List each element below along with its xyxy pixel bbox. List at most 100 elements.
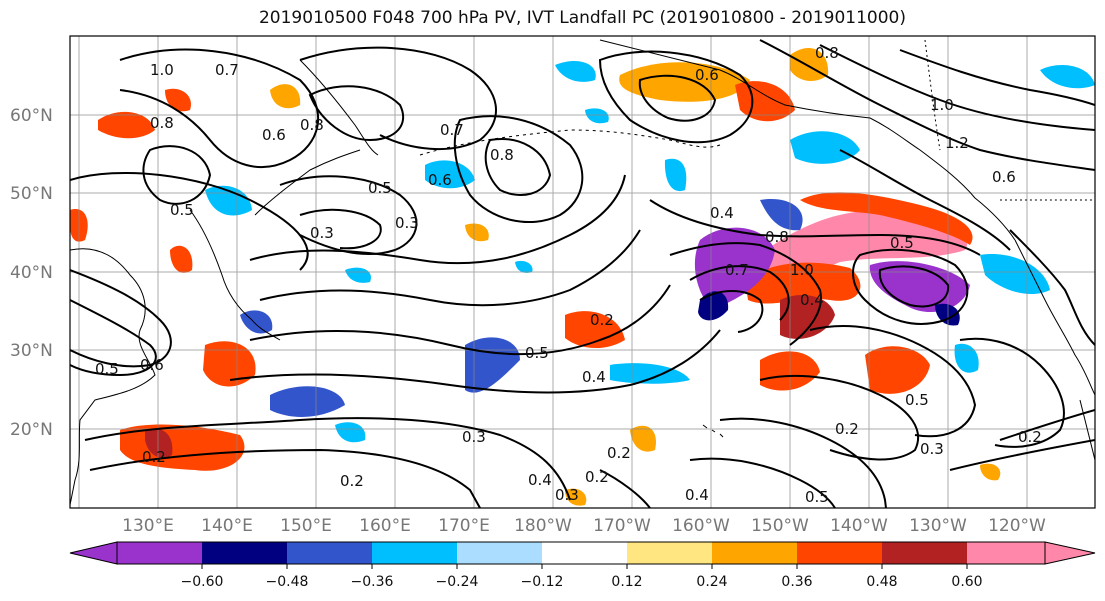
- lat-label: 20°N: [10, 420, 53, 440]
- colorbar-swatch: [372, 542, 457, 564]
- orange-anomaly-tiny1: [465, 223, 489, 242]
- pv-contour: [852, 248, 969, 325]
- pv-contour: [484, 138, 552, 196]
- pv-contour: [142, 145, 212, 205]
- contour-label: 0.4: [800, 291, 824, 309]
- contour-label: 0.5: [805, 488, 829, 506]
- pv-contour: [649, 199, 981, 256]
- contour-label: 0.7: [725, 261, 749, 279]
- contour-label: 1.0: [930, 96, 954, 114]
- contour-label: 0.6: [428, 171, 452, 189]
- contour-label: 0.4: [685, 486, 709, 504]
- contour-label: 0.2: [607, 444, 631, 462]
- contour-label: 0.7: [440, 121, 464, 139]
- lon-label: 130°E: [122, 516, 174, 536]
- contour-label: 0.8: [150, 114, 174, 132]
- contour-label: 1.0: [150, 61, 174, 79]
- north-america-west-coast: [1014, 239, 1095, 396]
- contour-label: 0.6: [140, 356, 164, 374]
- pv-contour: [89, 448, 481, 508]
- colorbar-tick-label: −0.48: [266, 574, 309, 590]
- pv-contour: [249, 284, 671, 356]
- contour-label: 0.5: [905, 391, 929, 409]
- contour-label: 1.0: [790, 261, 814, 279]
- orange-anomaly-kamchatka: [270, 84, 301, 109]
- pv-contour: [70, 269, 172, 368]
- blue-anomaly-subtrop2: [335, 422, 366, 443]
- colorbar-swatch: [967, 542, 1045, 564]
- pv-contour: [119, 48, 319, 169]
- colorbar: −0.60 −0.48 −0.36 −0.24 −0.12 0.12 0.24 …: [69, 541, 1096, 590]
- colorbar-frame: [116, 541, 1046, 565]
- colorbar-arrow-right: [1044, 541, 1096, 565]
- pv-contour: [669, 242, 822, 346]
- pv-contour: [689, 457, 836, 508]
- pink-anomaly-core: [760, 210, 968, 280]
- pv-contour: [229, 329, 721, 394]
- colorbar-tick-label: 0.60: [951, 574, 982, 590]
- contour-label: 0.8: [765, 228, 789, 246]
- colorbar-swatch: [542, 542, 627, 564]
- purple-anomaly-right: [869, 261, 970, 313]
- colorbar-tick-label: −0.12: [521, 574, 564, 590]
- blue-anomaly-east2: [610, 363, 690, 384]
- lon-label: 160°W: [672, 516, 730, 536]
- blue-anomaly-right-rim: [980, 254, 1050, 295]
- lon-label: 150°E: [280, 516, 332, 536]
- pv-contour: [899, 49, 1095, 106]
- contour-label: 0.5: [95, 360, 119, 378]
- pv-contour: [308, 85, 405, 142]
- pv-contours: [70, 39, 1095, 508]
- blue-anomaly-gulf: [790, 131, 860, 164]
- blue-anomaly-tiny1: [345, 267, 371, 283]
- lon-label: 130°W: [909, 516, 967, 536]
- pv-contour: [689, 265, 790, 321]
- contour-label: 0.2: [1018, 428, 1042, 446]
- aleutian-islands: [419, 129, 721, 156]
- contour-label: 0.3: [310, 224, 334, 242]
- lon-label: 180°W: [514, 516, 572, 536]
- pv-contour: [299, 46, 497, 150]
- pv-contour: [759, 39, 1095, 171]
- contour-label: 0.7: [215, 61, 239, 79]
- orange-anomaly-tiny3: [980, 463, 1001, 481]
- lon-label: 150°W: [751, 516, 809, 536]
- pc-shading-layer: [70, 47, 1095, 506]
- blue-anomaly-left-rim: [760, 199, 803, 231]
- contour-label: 0.8: [490, 146, 514, 164]
- lon-label: 170°E: [438, 516, 490, 536]
- lon-label: 140°E: [201, 516, 253, 536]
- colorbar-swatch: [457, 542, 542, 564]
- navy-anomaly-right: [935, 303, 960, 326]
- pv-contour: [809, 324, 977, 438]
- pv-contour: [70, 299, 157, 377]
- orange-anomaly-se: [865, 346, 930, 394]
- colorbar-tick-marks: [201, 564, 968, 569]
- orange-anomaly-tiny4: [565, 488, 587, 506]
- lon-label: 120°W: [988, 516, 1046, 536]
- lat-label: 50°N: [10, 184, 53, 204]
- contour-label: 0.2: [340, 472, 364, 490]
- lon-label: 140°W: [830, 516, 888, 536]
- lat-label: 40°N: [10, 263, 53, 283]
- pv-contour: [719, 417, 887, 508]
- mexico-coast: [1079, 399, 1095, 461]
- pv-contour: [759, 375, 920, 461]
- orange-anomaly-center: [745, 262, 861, 304]
- colorbar-tick-label: 0.36: [781, 574, 812, 590]
- contour-label: 0.5: [890, 234, 914, 252]
- pv-contour: [878, 265, 950, 308]
- contour-label: 0.2: [835, 420, 859, 438]
- blue-anomaly-se: [954, 343, 979, 373]
- colorbar-swatch: [712, 542, 797, 564]
- contour-label: 1.2: [945, 134, 969, 152]
- pv-contour: [999, 409, 1095, 441]
- contour-label: 0.4: [582, 368, 606, 386]
- colorbar-tick-label: −0.36: [351, 574, 394, 590]
- orange-anomaly-alaska: [619, 62, 750, 102]
- kuril-islands: [254, 149, 361, 216]
- contour-label: 0.6: [695, 66, 719, 84]
- hawaii-islands: [702, 424, 724, 438]
- pv-contour: [84, 417, 571, 501]
